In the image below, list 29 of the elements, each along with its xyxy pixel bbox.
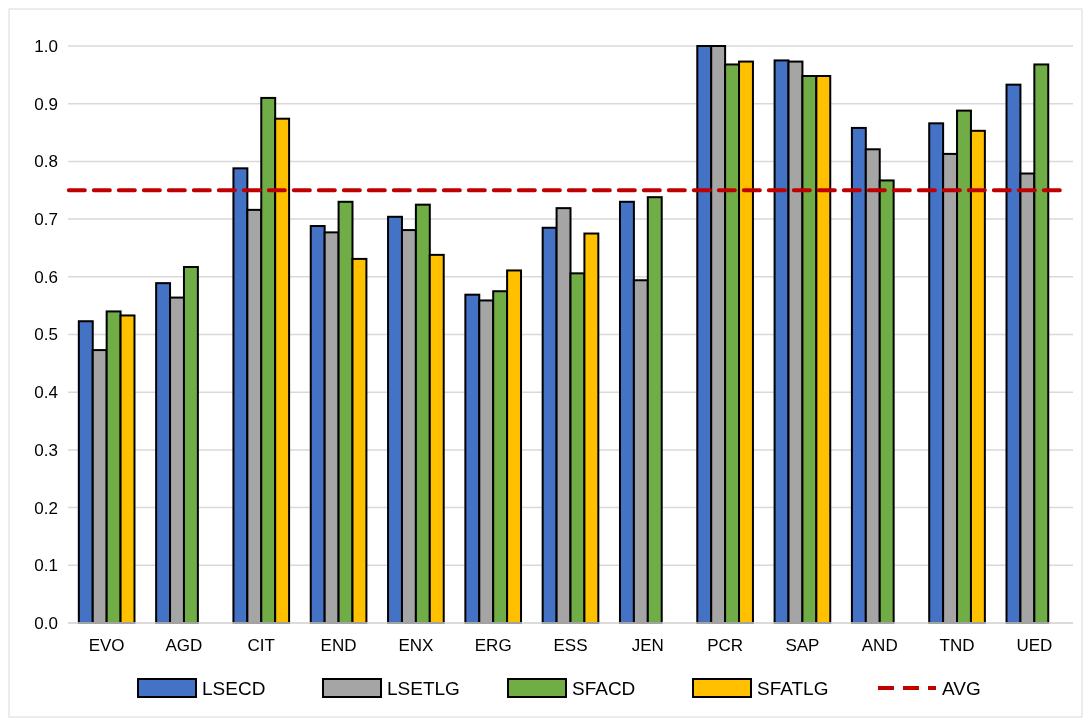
y-tick-label: 0.7: [34, 210, 58, 230]
legend-label: LSECD: [202, 677, 266, 699]
x-tick-label: AND: [861, 636, 898, 655]
x-tick-label: EVO: [88, 636, 125, 655]
y-tick-label: 0.6: [34, 267, 58, 287]
legend-label: AVG: [942, 677, 981, 699]
y-tick-label: 0.8: [34, 152, 58, 172]
x-tick-label: PCR: [707, 636, 744, 655]
y-tick-label: 0.9: [34, 94, 58, 114]
y-tick-label: 0.4: [34, 383, 58, 403]
legend-label: SFACD: [572, 677, 636, 699]
y-tick-label: 1.0: [34, 36, 58, 56]
y-tick-label: 0.0: [34, 613, 58, 633]
x-tick-label: AGD: [165, 636, 203, 655]
legend-label: LSETLG: [387, 677, 460, 699]
x-tick-label: SAP: [785, 636, 820, 655]
x-tick-label: UED: [1016, 636, 1053, 655]
y-tick-label: 0.3: [34, 440, 58, 460]
legend-label: SFATLG: [757, 677, 829, 699]
x-tick-label: ENX: [398, 636, 434, 655]
y-tick-label: 0.2: [34, 498, 58, 518]
x-tick-label: ERG: [474, 636, 512, 655]
x-tick-label: ESS: [553, 636, 588, 655]
x-tick-label: CIT: [247, 636, 275, 655]
x-tick-label: END: [320, 636, 357, 655]
y-tick-label: 0.1: [34, 556, 58, 576]
x-tick-label: TND: [939, 636, 975, 655]
y-tick-label: 0.5: [34, 325, 58, 345]
x-tick-label: JEN: [631, 636, 664, 655]
